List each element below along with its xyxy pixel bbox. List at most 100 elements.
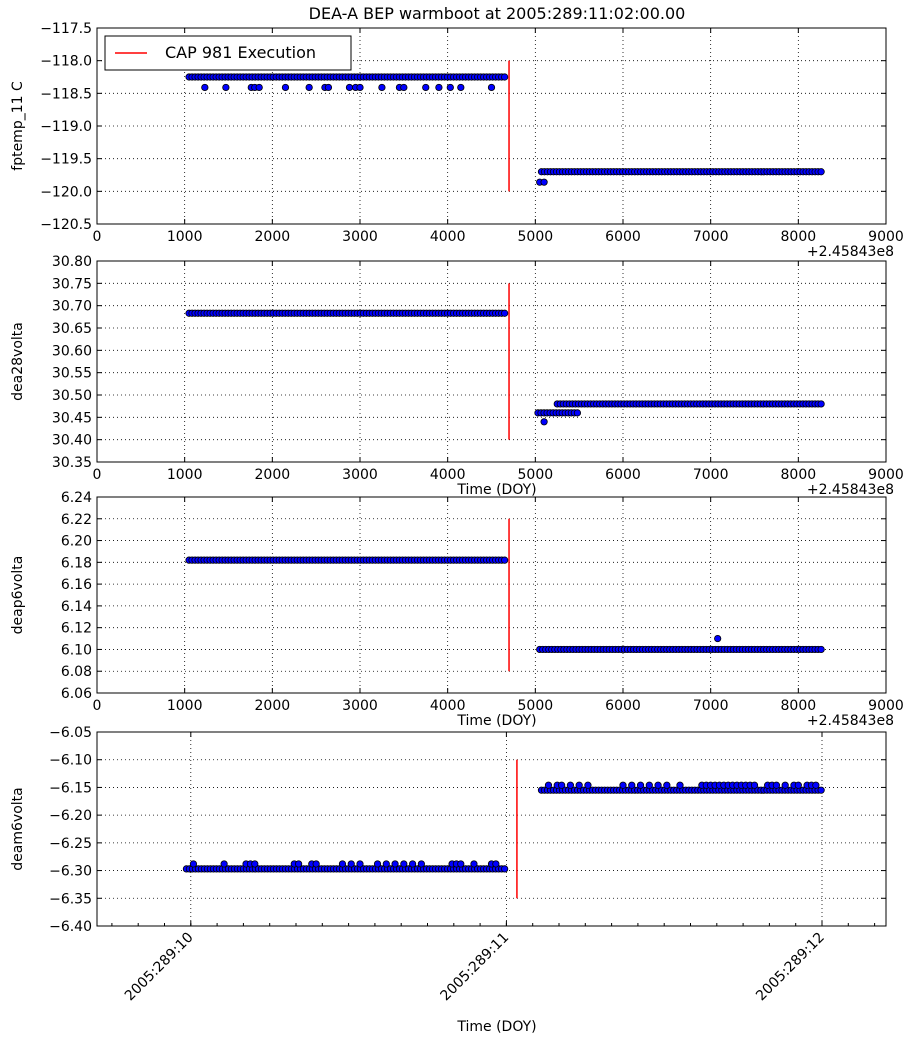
data-point bbox=[772, 781, 781, 789]
legend-label: CAP 981 Execution bbox=[165, 43, 316, 62]
y-tick-label: −6.05 bbox=[49, 725, 92, 741]
data-point bbox=[391, 860, 399, 868]
data-point bbox=[356, 860, 364, 868]
data-point bbox=[222, 83, 230, 92]
data-point bbox=[817, 645, 825, 654]
axes-frame bbox=[96, 260, 887, 463]
x-tick-label: 9000 bbox=[868, 698, 904, 714]
x-tick-label: 4000 bbox=[430, 698, 466, 714]
y-axis-label: fptemp_11 C bbox=[10, 81, 26, 171]
data-point bbox=[457, 83, 465, 92]
axes-frame bbox=[96, 27, 887, 225]
data-point bbox=[408, 860, 417, 868]
data-point bbox=[573, 409, 582, 417]
y-tick-label: 6.18 bbox=[61, 555, 92, 571]
plot-area bbox=[97, 261, 886, 462]
x-axis-label: Time (DOY) bbox=[456, 713, 536, 729]
y-tick-label: 6.16 bbox=[61, 577, 92, 593]
y-tick-label: 30.65 bbox=[52, 321, 92, 337]
x-tick-label: 0 bbox=[93, 467, 102, 483]
data-point bbox=[417, 860, 425, 868]
y-tick-label: −120.0 bbox=[40, 184, 92, 200]
x-tick-label: 7000 bbox=[693, 229, 729, 245]
y-tick-label: 30.55 bbox=[52, 366, 92, 382]
data-point bbox=[817, 168, 825, 176]
y-tick-label: −6.35 bbox=[49, 891, 92, 907]
x-tick-label: 4000 bbox=[430, 467, 466, 483]
y-axis-label: dea28volta bbox=[10, 322, 26, 401]
y-tick-label: 30.35 bbox=[52, 455, 92, 471]
x-tick-label: 1000 bbox=[167, 229, 203, 245]
data-point bbox=[714, 634, 722, 643]
x-tick-label: 2000 bbox=[255, 698, 291, 714]
x-offset-label: +2.45843e8 bbox=[807, 482, 894, 498]
data-point bbox=[501, 556, 509, 564]
panel-4: −6.05 −6.10 −6.15 −6.20 −6.25 −6.30 −6.35 −6.40… bbox=[10, 725, 887, 1035]
y-tick-label: −6.20 bbox=[49, 808, 92, 824]
y-tick-label: −119.0 bbox=[40, 119, 92, 135]
y-tick-label: −118.0 bbox=[40, 54, 92, 70]
legend: CAP 981 Execution bbox=[104, 35, 352, 71]
x-tick-label: 1000 bbox=[167, 467, 203, 483]
x-tick-label: 3000 bbox=[342, 467, 378, 483]
data-point bbox=[566, 781, 575, 789]
x-tick-label: 6000 bbox=[605, 467, 641, 483]
y-tick-label: 6.10 bbox=[61, 642, 92, 658]
data-point bbox=[501, 309, 509, 317]
x-axis-label: Time (DOY) bbox=[456, 482, 536, 498]
x-tick-label: 0 bbox=[93, 698, 102, 714]
axes-frame bbox=[96, 496, 887, 694]
x-tick-label: 8000 bbox=[781, 229, 817, 245]
y-tick-label: 6.12 bbox=[61, 621, 92, 637]
y-tick-label: 30.50 bbox=[52, 388, 92, 404]
x-tick-label: 6000 bbox=[605, 698, 641, 714]
data-point bbox=[446, 83, 454, 92]
y-tick-label: −119.5 bbox=[40, 152, 92, 168]
y-tick-label: −6.15 bbox=[49, 780, 92, 796]
y-tick-label: 6.14 bbox=[61, 599, 92, 615]
data-point bbox=[189, 860, 198, 868]
x-tick-label: 4000 bbox=[430, 229, 466, 245]
data-point bbox=[654, 781, 662, 789]
x-tick-label: 8000 bbox=[781, 698, 817, 714]
y-tick-label: −6.10 bbox=[49, 753, 92, 769]
y-tick-label: 6.06 bbox=[61, 686, 92, 702]
y-tick-label: 6.22 bbox=[61, 512, 92, 528]
data-point bbox=[345, 83, 354, 92]
x-tick-label: 3000 bbox=[342, 229, 378, 245]
data-point bbox=[356, 83, 364, 92]
y-axis-label: deap6volta bbox=[10, 556, 26, 635]
y-tick-label: −6.25 bbox=[49, 836, 92, 852]
data-point bbox=[501, 865, 509, 873]
x-tick-label: 7000 bbox=[693, 698, 729, 714]
data-point bbox=[750, 781, 759, 789]
data-point bbox=[373, 860, 382, 868]
x-tick-label: 1000 bbox=[167, 698, 203, 714]
x-tick-label: 5000 bbox=[518, 229, 554, 245]
data-point bbox=[312, 860, 320, 868]
data-point bbox=[794, 781, 802, 789]
y-tick-label: −120.5 bbox=[40, 217, 92, 233]
data-point bbox=[338, 860, 347, 868]
data-point bbox=[812, 781, 820, 789]
x-tick-label: 5000 bbox=[518, 698, 554, 714]
y-tick-label: 30.75 bbox=[52, 276, 92, 292]
data-point bbox=[435, 83, 443, 92]
y-tick-label: 30.70 bbox=[52, 299, 92, 315]
y-tick-label: 30.40 bbox=[52, 433, 92, 449]
data-point bbox=[305, 83, 313, 92]
x-tick-label: 0 bbox=[93, 229, 102, 245]
x-tick-label: 2000 bbox=[255, 467, 291, 483]
x-axis-label: Time (DOY) bbox=[456, 1019, 536, 1035]
data-point bbox=[636, 781, 645, 789]
y-tick-label: 6.24 bbox=[61, 490, 92, 506]
data-point bbox=[781, 781, 789, 789]
panel-2: 30.80 30.75 30.70 30.65 30.60 30.55 30.50 30.45… bbox=[10, 254, 904, 498]
data-point bbox=[382, 860, 390, 868]
data-point bbox=[457, 860, 465, 868]
x-tick-label: 9000 bbox=[868, 467, 904, 483]
data-point bbox=[575, 781, 583, 789]
data-point bbox=[645, 781, 653, 789]
x-tick-label: 9000 bbox=[868, 229, 904, 245]
